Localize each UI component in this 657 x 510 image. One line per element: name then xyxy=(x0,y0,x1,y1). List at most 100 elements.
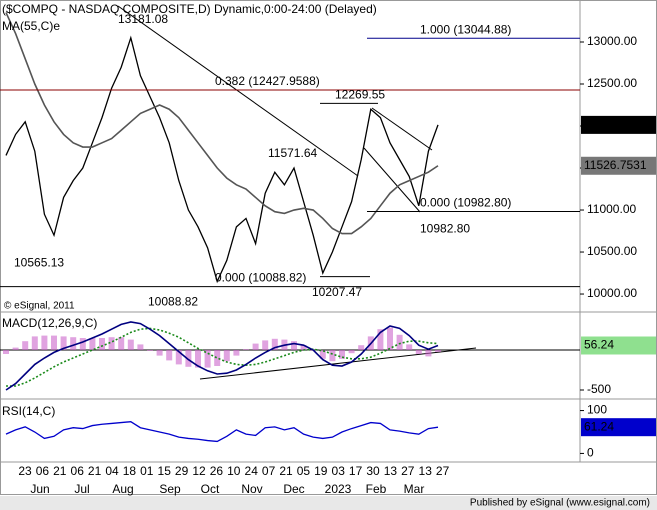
month-label: Jun xyxy=(30,482,49,496)
month-label: Jul xyxy=(74,482,89,496)
histogram-bar xyxy=(195,350,201,368)
level-label: 0.000 (10982.80) xyxy=(420,196,511,210)
x-tick-label: 18 xyxy=(123,464,137,478)
price-label: 10982.80 xyxy=(420,222,470,236)
x-tick-label: 06 xyxy=(36,464,50,478)
y-tick-label: 10500.00 xyxy=(587,244,637,258)
last-value-label: 11526.7531 xyxy=(584,158,647,172)
x-tick-label: 07 xyxy=(262,464,276,478)
x-tick-label: 30 xyxy=(366,464,380,478)
panel-title: MACD(12,26,9,C) xyxy=(2,316,97,330)
x-tick-label: 03 xyxy=(332,464,346,478)
series-line xyxy=(5,35,439,284)
last-value-label: 61.24 xyxy=(584,419,614,433)
x-tick-label: 21 xyxy=(88,464,102,478)
histogram-bar xyxy=(70,337,77,350)
histogram-bar xyxy=(252,343,259,350)
x-tick-label: 27 xyxy=(401,464,415,478)
histogram-bar xyxy=(406,344,413,350)
last-value-box xyxy=(581,115,656,134)
price-label: 13181.08 xyxy=(118,12,168,26)
panel-title: RSI(14,C) xyxy=(2,404,55,418)
x-tick-label: 24 xyxy=(245,464,259,478)
y-tick-label: 0 xyxy=(587,446,594,460)
histogram-bar xyxy=(223,350,230,362)
x-tick-label: 04 xyxy=(105,464,119,478)
last-value-box xyxy=(581,418,656,437)
histogram-bar xyxy=(319,350,326,359)
histogram-bar xyxy=(214,350,221,366)
month-label: Aug xyxy=(112,482,133,496)
histogram-bar xyxy=(147,350,153,351)
histogram-bar xyxy=(118,337,125,350)
last-value-label: 12013.4714 xyxy=(584,117,648,131)
histogram-bar xyxy=(185,350,192,367)
price-label: 11571.64 xyxy=(268,146,317,160)
x-tick-label: 13 xyxy=(419,464,433,478)
histogram-bar xyxy=(22,341,29,350)
x-tick-label: 21 xyxy=(279,464,293,478)
histogram-bar xyxy=(12,347,19,350)
x-tick-label: 12 xyxy=(192,464,206,478)
x-tick-label: 06 xyxy=(71,464,85,478)
histogram-bar xyxy=(41,335,48,350)
price-label: 12269.55 xyxy=(335,88,385,102)
price-label: 10565.13 xyxy=(14,256,64,270)
x-tick-label: 19 xyxy=(314,464,328,478)
month-label: Oct xyxy=(201,482,220,496)
footer: Published by eSignal (www.esignal.com) xyxy=(470,498,650,509)
level-label: 1.000 (13044.88) xyxy=(420,22,511,36)
last-value-label: 56.24 xyxy=(584,338,614,352)
footer-strip xyxy=(0,496,657,510)
histogram-bar xyxy=(396,334,403,350)
month-label: Nov xyxy=(241,482,262,496)
series-line xyxy=(5,421,439,443)
panel-title: ($COMPQ - NASDAQ COMPOSITE,D) Dynamic,0:… xyxy=(2,2,377,16)
month-label: Mar xyxy=(404,482,425,496)
price-label: 10207.47 xyxy=(312,285,362,299)
channel-line xyxy=(371,107,433,151)
y-tick-label: 11000.00 xyxy=(587,202,636,216)
histogram-bar xyxy=(99,338,105,350)
x-tick-label: 01 xyxy=(140,464,154,478)
histogram-bar xyxy=(348,350,355,354)
series-line xyxy=(5,321,439,391)
last-value-box xyxy=(581,336,656,355)
histogram-bar xyxy=(425,350,432,357)
histogram-bar xyxy=(60,336,67,350)
x-tick-label: 23 xyxy=(18,464,32,478)
histogram-bar xyxy=(79,338,86,350)
month-label: 2023 xyxy=(325,482,352,496)
note: © eSignal, 2011 xyxy=(4,301,75,312)
histogram-bar xyxy=(291,341,297,350)
legend-entry: MA(55,C)e xyxy=(2,19,60,33)
last-value-box xyxy=(581,156,656,175)
x-tick-label: 27 xyxy=(436,464,450,478)
histogram-bar xyxy=(175,350,182,365)
histogram-bar xyxy=(329,350,336,362)
histogram-bar xyxy=(156,350,163,356)
histogram-bar xyxy=(31,336,38,350)
month-label: Dec xyxy=(283,482,304,496)
level-label: 0.382 (12427.9588) xyxy=(215,74,320,88)
histogram-bar xyxy=(89,338,96,350)
x-tick-label: 13 xyxy=(384,464,398,478)
histogram-bar xyxy=(377,329,384,350)
x-tick-label: 15 xyxy=(158,464,172,478)
level-label: 0.000 (10088.82) xyxy=(215,271,306,285)
histogram-bar xyxy=(51,335,57,350)
y-tick-label: 10000.00 xyxy=(587,286,637,300)
histogram-bar xyxy=(262,340,269,350)
x-tick-label: 21 xyxy=(53,464,67,478)
histogram-bar xyxy=(300,345,307,350)
histogram-bar xyxy=(339,350,345,359)
x-tick-label: 26 xyxy=(210,464,224,478)
series-line xyxy=(5,12,439,235)
y-tick-label: -500 xyxy=(587,382,611,396)
histogram-bar xyxy=(3,350,9,354)
histogram-bar xyxy=(415,350,422,354)
histogram-bar xyxy=(166,350,173,361)
trendline xyxy=(117,5,359,177)
